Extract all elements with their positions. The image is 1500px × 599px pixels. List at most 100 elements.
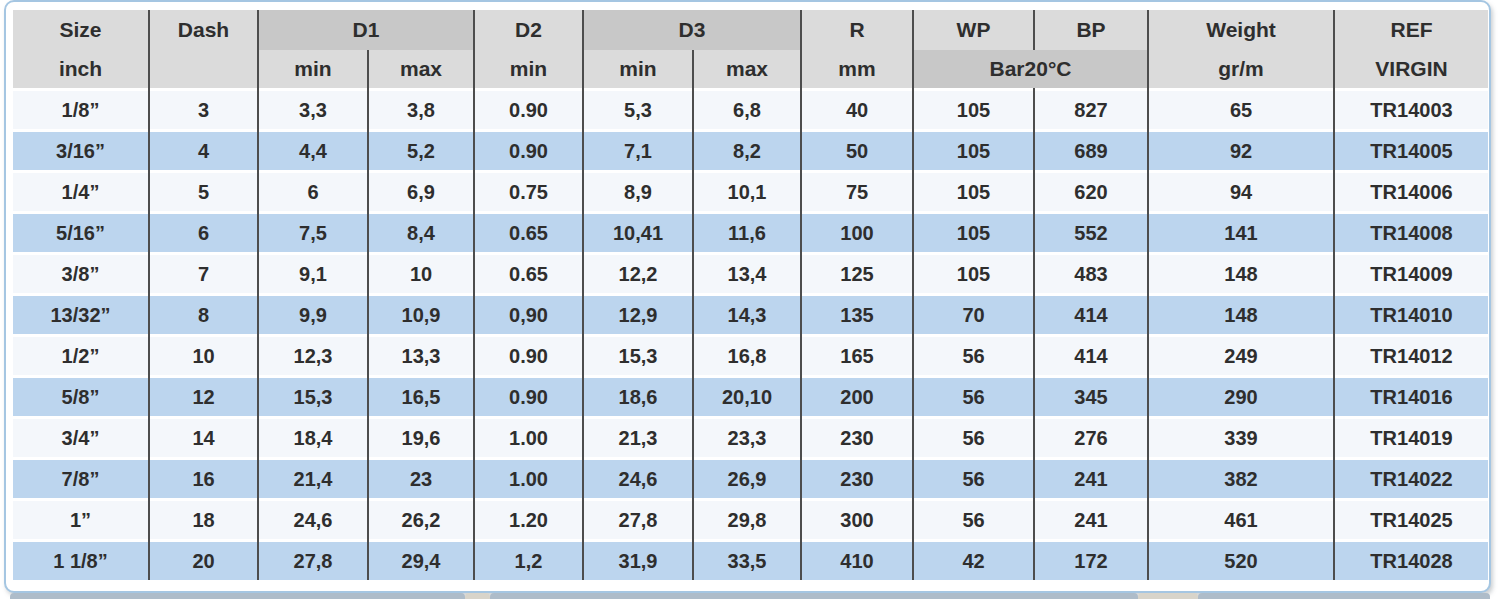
table-cell: 70	[914, 296, 1033, 334]
table-cell: 414	[1035, 337, 1147, 375]
table-cell: 7,5	[259, 214, 367, 252]
header-d3-max: max	[694, 50, 800, 88]
table-cell: 56	[914, 378, 1033, 416]
table-cell: 1.00	[475, 419, 582, 457]
header-ref: REF VIRGIN	[1335, 10, 1488, 88]
table-cell: 56	[914, 419, 1033, 457]
table-cell: 5	[150, 173, 257, 211]
table-cell: 14	[150, 419, 257, 457]
table-cell: 33,5	[694, 542, 800, 580]
table-cell: 75	[802, 173, 912, 211]
table-cell: TR14003	[1335, 91, 1488, 129]
table-cell: 135	[802, 296, 912, 334]
table-cell: 8,9	[584, 173, 692, 211]
table-cell: 56	[914, 337, 1033, 375]
table-cell: 3/16”	[13, 132, 148, 170]
table-cell: 0.90	[475, 132, 582, 170]
table-cell: 3	[150, 91, 257, 129]
table-cell: 0.90	[475, 378, 582, 416]
table-cell: 12	[150, 378, 257, 416]
table-cell: 29,4	[369, 542, 473, 580]
table-cell: TR14019	[1335, 419, 1488, 457]
table-cell: TR14016	[1335, 378, 1488, 416]
table-cell: 0.90	[475, 337, 582, 375]
table-cell: 7	[150, 255, 257, 293]
table-cell: 3/4”	[13, 419, 148, 457]
table-cell: 15,3	[584, 337, 692, 375]
table-cell: 0.65	[475, 255, 582, 293]
header-d1-max: max	[369, 50, 473, 88]
table-cell: 56	[914, 501, 1033, 539]
table-cell: 12,3	[259, 337, 367, 375]
table-cell: 3,8	[369, 91, 473, 129]
next-section-edge	[490, 593, 1138, 599]
spec-table: Size inch Dash D1 min max D2 min D3 min …	[13, 10, 1483, 580]
header-weight: Weight gr/m	[1149, 10, 1333, 88]
table-cell: 10	[369, 255, 473, 293]
table-cell: 172	[1035, 542, 1147, 580]
table-cell: 20	[150, 542, 257, 580]
table-cell: 18	[150, 501, 257, 539]
table-cell: 92	[1149, 132, 1333, 170]
table-cell: TR14009	[1335, 255, 1488, 293]
header-size-line1: Size	[59, 10, 101, 49]
table-cell: 300	[802, 501, 912, 539]
header-weight-unit: gr/m	[1218, 49, 1264, 88]
table-cell: 10	[150, 337, 257, 375]
table-cell: 4,4	[259, 132, 367, 170]
header-d2-label: D2	[515, 10, 542, 49]
table-cell: 15,3	[259, 378, 367, 416]
table-cell: 689	[1035, 132, 1147, 170]
table-cell: 6	[150, 214, 257, 252]
header-d2: D2 min	[475, 10, 582, 88]
table-cell: 230	[802, 460, 912, 498]
table-cell: 5/8”	[13, 378, 148, 416]
header-dash-label: Dash	[178, 10, 229, 49]
table-cell: 6,9	[369, 173, 473, 211]
table-cell: 230	[802, 419, 912, 457]
next-section-edge	[1138, 593, 1198, 599]
table-cell: 31,9	[584, 542, 692, 580]
table-cell: 27,8	[259, 542, 367, 580]
table-cell: 19,6	[369, 419, 473, 457]
table-cell: TR14012	[1335, 337, 1488, 375]
table-cell: 3/8”	[13, 255, 148, 293]
table-cell: 0.90	[475, 91, 582, 129]
table-cell: 65	[1149, 91, 1333, 129]
table-cell: 100	[802, 214, 912, 252]
header-bar20c: Bar20°C	[914, 50, 1147, 88]
table-cell: 20,10	[694, 378, 800, 416]
table-cell: 3,3	[259, 91, 367, 129]
header-r: R mm	[802, 10, 912, 88]
table-cell: 1/8”	[13, 91, 148, 129]
header-d1-min: min	[259, 50, 367, 88]
table-cell: 552	[1035, 214, 1147, 252]
table-cell: 105	[914, 214, 1033, 252]
table-cell: 276	[1035, 419, 1147, 457]
table-cell: 10,1	[694, 173, 800, 211]
table-cell: 18,4	[259, 419, 367, 457]
next-section-edge	[1198, 593, 1490, 599]
table-cell: TR14008	[1335, 214, 1488, 252]
table-cell: TR14025	[1335, 501, 1488, 539]
table-cell: 0.75	[475, 173, 582, 211]
table-cell: 339	[1149, 419, 1333, 457]
table-cell: 0.65	[475, 214, 582, 252]
table-cell: 483	[1035, 255, 1147, 293]
table-cell: 105	[914, 91, 1033, 129]
table-cell: 27,8	[584, 501, 692, 539]
table-cell: 21,4	[259, 460, 367, 498]
table-cell: 105	[914, 132, 1033, 170]
table-cell: 12,2	[584, 255, 692, 293]
table-cell: 520	[1149, 542, 1333, 580]
table-cell: 26,2	[369, 501, 473, 539]
header-wp: WP	[914, 10, 1033, 50]
table-cell: 10,9	[369, 296, 473, 334]
table-cell: 382	[1149, 460, 1333, 498]
header-bp: BP	[1035, 10, 1147, 50]
table-cell: 23,3	[694, 419, 800, 457]
table-cell: 5,2	[369, 132, 473, 170]
header-d2-min: min	[510, 49, 547, 88]
table-cell: 16	[150, 460, 257, 498]
header-size: Size inch	[13, 10, 148, 88]
